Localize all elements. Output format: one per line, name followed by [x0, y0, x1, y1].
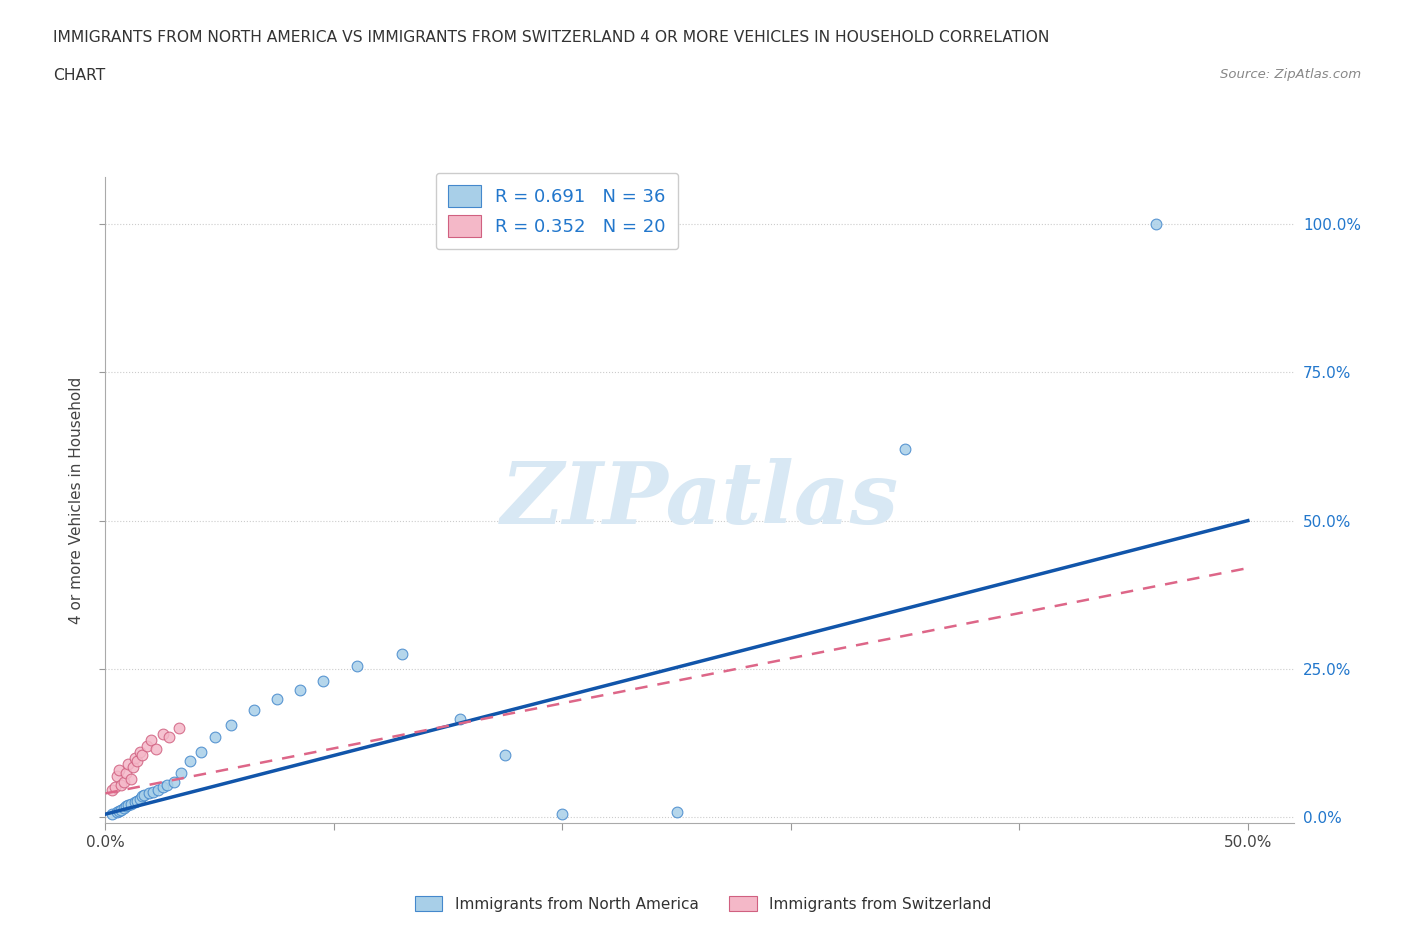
Point: [159, 730, 180, 745]
Point: [115, 799, 138, 814]
Point: [138, 786, 160, 801]
Point: [346, 658, 368, 673]
Point: [117, 756, 139, 771]
Point: [101, 806, 124, 821]
Point: [551, 806, 574, 821]
Text: CHART: CHART: [53, 68, 105, 83]
Point: [146, 783, 169, 798]
Point: [104, 780, 127, 795]
Point: [110, 777, 132, 792]
Point: [127, 793, 149, 808]
Text: Source: ZipAtlas.com: Source: ZipAtlas.com: [1220, 68, 1361, 81]
Point: [288, 683, 311, 698]
Point: [108, 763, 131, 777]
Point: [1144, 217, 1167, 232]
Legend: R = 0.691   N = 36, R = 0.352   N = 20: R = 0.691 N = 36, R = 0.352 N = 20: [436, 173, 678, 249]
Point: [665, 805, 688, 820]
Point: [120, 797, 142, 812]
Point: [135, 738, 157, 753]
Point: [108, 804, 131, 818]
Point: [115, 765, 138, 780]
Point: [243, 703, 266, 718]
Point: [105, 768, 128, 783]
Legend: Immigrants from North America, Immigrants from Switzerland: Immigrants from North America, Immigrant…: [409, 889, 997, 918]
Point: [145, 741, 167, 756]
Point: [266, 691, 288, 706]
Point: [127, 753, 149, 768]
Point: [219, 718, 242, 733]
Point: [128, 744, 150, 759]
Point: [449, 711, 471, 726]
Point: [167, 721, 190, 736]
Point: [134, 787, 156, 802]
Point: [131, 748, 153, 763]
Point: [117, 798, 139, 813]
Point: [105, 805, 128, 820]
Point: [494, 748, 516, 763]
Point: [101, 783, 124, 798]
Point: [311, 673, 333, 688]
Point: [391, 646, 413, 661]
Point: [120, 771, 142, 786]
Point: [112, 801, 135, 816]
Point: [190, 744, 212, 759]
Point: [128, 791, 150, 806]
Text: ZIPatlas: ZIPatlas: [501, 458, 898, 541]
Point: [156, 777, 179, 792]
Point: [179, 753, 201, 768]
Point: [110, 803, 132, 817]
Point: [894, 442, 917, 457]
Point: [122, 759, 145, 774]
Point: [142, 785, 165, 800]
Point: [152, 726, 174, 741]
Point: [124, 751, 146, 765]
Point: [131, 789, 153, 804]
Point: [204, 730, 226, 745]
Text: IMMIGRANTS FROM NORTH AMERICA VS IMMIGRANTS FROM SWITZERLAND 4 OR MORE VEHICLES : IMMIGRANTS FROM NORTH AMERICA VS IMMIGRA…: [53, 30, 1050, 45]
Point: [170, 765, 193, 780]
Point: [112, 774, 135, 789]
Point: [152, 780, 174, 795]
Point: [163, 774, 186, 789]
Point: [124, 795, 146, 810]
Y-axis label: 4 or more Vehicles in Household: 4 or more Vehicles in Household: [69, 377, 84, 623]
Point: [141, 733, 163, 748]
